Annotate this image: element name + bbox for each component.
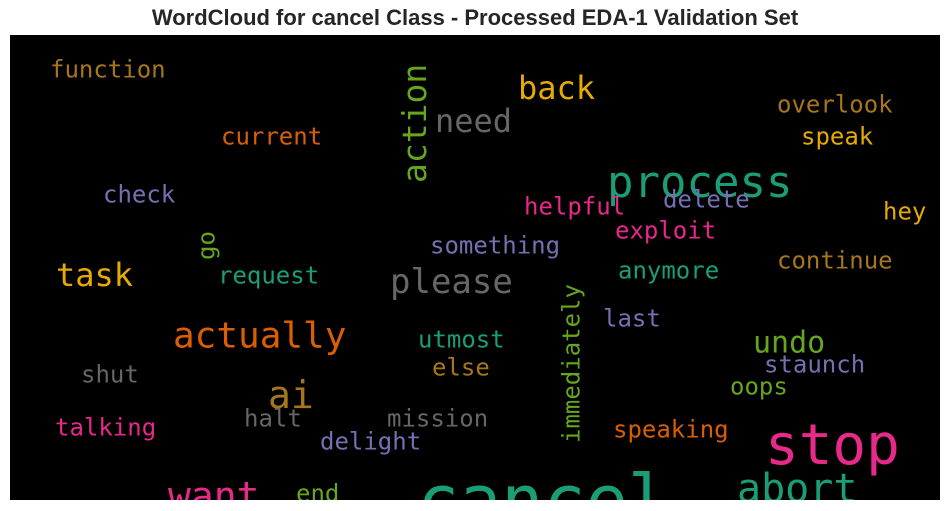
word-need: need (435, 102, 512, 140)
word-utmost: utmost (418, 326, 505, 354)
word-undo: undo (753, 326, 825, 361)
word-oops: oops (730, 373, 788, 401)
word-anymore: anymore (618, 257, 719, 285)
word-mission: mission (387, 405, 488, 433)
word-continue: continue (777, 247, 893, 275)
word-abort: abort (737, 466, 857, 500)
word-immediately: immediately (558, 284, 586, 443)
word-exploit: exploit (615, 217, 716, 245)
wordcloud-svg: cancel stop process abort want ai actually plea… (50, 56, 926, 500)
word-overlook: overlook (777, 91, 893, 119)
word-talking: talking (55, 414, 156, 442)
word-actually: actually (173, 316, 346, 357)
word-speaking: speaking (613, 416, 729, 444)
wordcloud-canvas: cancel stop process abort want ai actually plea… (10, 35, 940, 500)
word-action: action (395, 64, 434, 183)
word-check: check (103, 181, 176, 209)
word-delight: delight (320, 428, 421, 456)
word-current: current (221, 123, 322, 151)
word-else: else (432, 354, 490, 382)
word-last: last (603, 305, 661, 333)
word-ai: ai (268, 373, 314, 417)
word-please: please (390, 262, 513, 302)
word-go: go (193, 231, 221, 260)
word-stop: stop (765, 413, 900, 478)
word-request: request (218, 262, 319, 290)
chart-title: WordCloud for cancel Class - Processed E… (151, 5, 799, 30)
word-staunch: staunch (764, 351, 865, 379)
word-want: want (168, 474, 260, 500)
word-process: process (607, 157, 792, 208)
word-delete: delete (663, 186, 750, 214)
word-task: task (56, 256, 133, 294)
word-end: end (296, 480, 339, 500)
word-shut: shut (81, 361, 139, 389)
word-helpful: helpful (524, 193, 625, 221)
word-halt: halt (244, 405, 302, 433)
word-speak: speak (801, 123, 874, 151)
word-cancel: cancel (417, 460, 670, 500)
word-function: function (50, 56, 166, 84)
word-something: something (430, 232, 560, 260)
word-back: back (518, 69, 595, 107)
word-hey: hey (883, 198, 926, 226)
